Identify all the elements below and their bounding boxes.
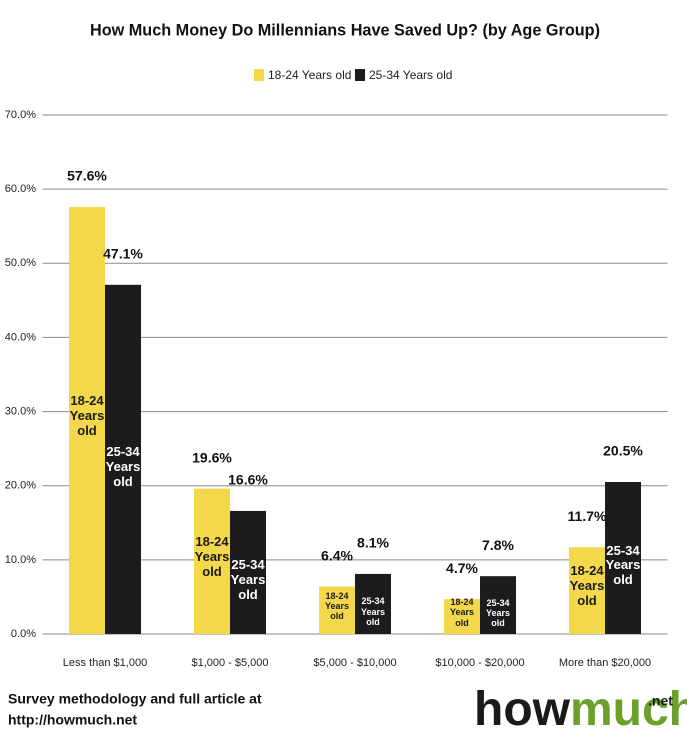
value-label: 4.7% (446, 560, 478, 576)
x-tick-label: $1,000 - $5,000 (191, 657, 268, 669)
y-tick-label: 40.0% (5, 331, 36, 343)
bar (605, 482, 641, 634)
value-label: 57.6% (67, 168, 107, 184)
value-label: 8.1% (357, 535, 389, 551)
y-tick-label: 50.0% (5, 257, 36, 269)
legend-swatch (355, 69, 365, 81)
bar-series-label: 18-24 Years old (194, 533, 230, 579)
logo: howmuch (474, 683, 687, 736)
value-label: 16.6% (228, 472, 268, 488)
bar-series-label: 25-34 Years old (230, 556, 266, 602)
bar-series-label: 18-24 Years old (69, 392, 105, 438)
value-label: 6.4% (321, 547, 353, 563)
bar-series-label: 25-34 Years old (360, 596, 386, 628)
legend-label: 18-24 Years old (268, 68, 351, 82)
bar-series-label: 25-34 Years old (605, 542, 641, 588)
logo-suffix: .net (648, 693, 673, 709)
bar-series-label: 18-24 Years old (324, 590, 350, 622)
bar (105, 284, 141, 634)
y-tick-label: 10.0% (5, 554, 36, 566)
bar-series-label: 18-24 Years old (569, 563, 605, 608)
bar-series-label: 25-34 Years old (485, 597, 511, 629)
x-tick-label: Less than $1,000 (63, 657, 147, 669)
bar (480, 576, 516, 634)
y-tick-label: 0.0% (11, 628, 36, 640)
bar-series-label: 25-34 Years old (105, 443, 141, 489)
y-tick-label: 60.0% (5, 183, 36, 195)
bar (444, 599, 480, 634)
y-tick-label: 70.0% (5, 109, 36, 121)
legend-label: 25-34 Years old (369, 68, 452, 82)
value-label: 47.1% (103, 245, 143, 261)
x-tick-label: $5,000 - $10,000 (313, 657, 396, 669)
logo-first: how (474, 683, 571, 736)
value-label: 7.8% (482, 537, 514, 553)
footer-note: http://howmuch.net (8, 712, 137, 728)
bar (194, 488, 230, 634)
x-tick-label: $10,000 - $20,000 (435, 657, 524, 669)
x-tick-label: More than $20,000 (559, 657, 651, 669)
bar (355, 573, 391, 634)
logo-second: much (570, 683, 687, 736)
value-label: 20.5% (603, 443, 643, 459)
bar (69, 206, 105, 635)
bar (569, 547, 605, 634)
value-label: 11.7% (568, 508, 607, 524)
y-tick-label: 30.0% (5, 405, 36, 417)
value-label: 19.6% (192, 449, 232, 465)
footer-note: Survey methodology and full article at (8, 691, 262, 707)
y-tick-label: 20.0% (5, 480, 36, 492)
bar (230, 510, 266, 634)
legend-swatch (254, 69, 264, 81)
bar (319, 586, 355, 634)
bar-series-label: 18-24 Years old (449, 597, 475, 628)
chart-title: How Much Money Do Millennians Have Saved… (90, 20, 600, 39)
